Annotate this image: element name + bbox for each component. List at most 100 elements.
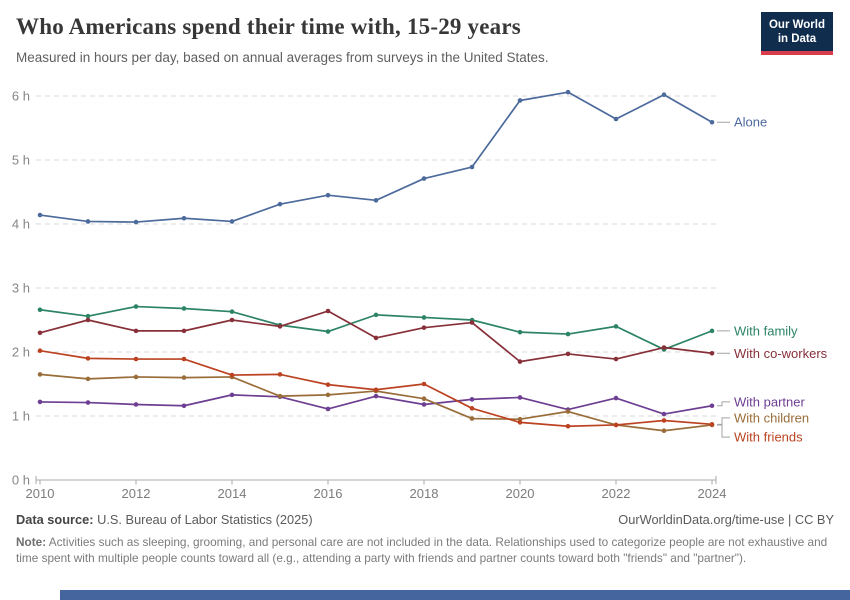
series-with-friends[interactable]: With friends — [37, 348, 803, 445]
data-point-alone-2018[interactable] — [421, 176, 427, 181]
data-point-with-children-2023[interactable] — [661, 428, 667, 434]
data-point-alone-2022[interactable] — [613, 116, 619, 122]
data-point-with-family-2013[interactable] — [181, 306, 187, 311]
data-point-with-co-workers-2015[interactable] — [277, 324, 283, 329]
data-point-alone-2011[interactable] — [85, 219, 91, 224]
data-point-with-partner-2019[interactable] — [469, 397, 475, 402]
data-point-with-friends-2021[interactable] — [565, 423, 571, 429]
data-point-alone-2023[interactable] — [661, 92, 667, 98]
data-point-with-partner-2016[interactable] — [325, 406, 331, 412]
data-point-with-partner-2017[interactable] — [373, 393, 379, 399]
label-connector-with-children — [717, 417, 730, 426]
data-point-with-partner-2010[interactable] — [37, 399, 43, 405]
data-point-alone-2012[interactable] — [133, 219, 139, 225]
data-point-with-children-2021[interactable] — [565, 409, 571, 414]
series-label-with-family[interactable]: With family — [734, 323, 798, 338]
data-point-with-co-workers-2023[interactable] — [661, 345, 667, 350]
data-point-with-friends-2010[interactable] — [37, 348, 43, 354]
data-point-with-family-2018[interactable] — [421, 315, 427, 320]
series-alone[interactable]: Alone — [37, 89, 768, 225]
data-point-with-co-workers-2017[interactable] — [373, 335, 379, 341]
data-point-with-partner-2012[interactable] — [133, 402, 139, 407]
series-label-with-partner[interactable]: With partner — [734, 394, 805, 409]
data-point-with-partner-2022[interactable] — [613, 395, 619, 401]
data-point-with-family-2014[interactable] — [229, 309, 235, 314]
series-with-co-workers[interactable]: With co-workers — [37, 308, 828, 364]
data-point-with-partner-2020[interactable] — [517, 395, 523, 400]
data-point-with-co-workers-2010[interactable] — [37, 330, 43, 336]
y-tick-label: 3 h — [12, 281, 30, 296]
series-label-alone[interactable]: Alone — [734, 115, 767, 130]
data-point-with-friends-2024[interactable] — [709, 422, 715, 427]
data-point-with-children-2010[interactable] — [37, 372, 43, 377]
data-point-with-friends-2019[interactable] — [469, 406, 475, 411]
data-point-with-family-2011[interactable] — [85, 313, 91, 319]
data-point-with-family-2017[interactable] — [373, 312, 379, 318]
series-label-with-co-workers[interactable]: With co-workers — [734, 346, 828, 361]
data-point-with-children-2018[interactable] — [421, 396, 427, 402]
data-point-with-children-2019[interactable] — [469, 416, 475, 421]
data-point-with-children-2016[interactable] — [325, 392, 331, 398]
series-with-partner[interactable]: With partner — [37, 392, 806, 417]
data-point-with-family-2020[interactable] — [517, 329, 523, 335]
data-point-with-children-2011[interactable] — [85, 376, 91, 382]
data-point-with-co-workers-2011[interactable] — [85, 317, 91, 323]
data-point-with-family-2012[interactable] — [133, 304, 139, 309]
data-point-alone-2014[interactable] — [229, 219, 235, 224]
data-point-with-family-2024[interactable] — [709, 328, 715, 334]
data-point-with-co-workers-2020[interactable] — [517, 359, 523, 364]
data-point-with-co-workers-2024[interactable] — [709, 350, 715, 356]
data-point-with-co-workers-2021[interactable] — [565, 351, 571, 357]
data-point-with-co-workers-2018[interactable] — [421, 325, 427, 330]
data-point-with-children-2013[interactable] — [181, 375, 187, 380]
data-point-with-friends-2022[interactable] — [613, 422, 619, 428]
owid-logo-line2: in Data — [777, 33, 817, 46]
data-point-with-friends-2014[interactable] — [229, 372, 235, 378]
data-point-with-children-2015[interactable] — [277, 393, 283, 399]
data-point-alone-2019[interactable] — [469, 164, 475, 170]
data-point-alone-2015[interactable] — [277, 201, 283, 207]
series-label-with-friends[interactable]: With friends — [734, 430, 803, 445]
data-point-with-children-2020[interactable] — [517, 416, 523, 422]
data-point-with-children-2012[interactable] — [133, 374, 139, 380]
data-point-alone-2020[interactable] — [517, 98, 523, 103]
data-point-with-co-workers-2013[interactable] — [181, 328, 187, 334]
data-point-with-friends-2011[interactable] — [85, 356, 91, 361]
y-tick-label: 1 h — [12, 409, 30, 424]
attribution-link[interactable]: OurWorldinData.org/time-use | CC BY — [618, 512, 834, 527]
series-line-with-children[interactable] — [39, 373, 713, 432]
data-point-alone-2017[interactable] — [373, 198, 379, 203]
data-point-with-partner-2024[interactable] — [709, 403, 715, 409]
bottom-blue-bar — [60, 590, 850, 600]
data-point-with-friends-2023[interactable] — [661, 418, 667, 423]
data-point-with-friends-2013[interactable] — [181, 356, 187, 362]
data-point-with-co-workers-2014[interactable] — [229, 317, 235, 323]
series-with-family[interactable]: With family — [37, 304, 798, 352]
data-point-with-partner-2013[interactable] — [181, 403, 187, 409]
data-point-with-family-2021[interactable] — [565, 331, 571, 337]
series-label-with-children[interactable]: With children — [734, 410, 809, 425]
data-point-alone-2021[interactable] — [565, 89, 571, 95]
data-point-with-friends-2017[interactable] — [373, 387, 379, 393]
data-point-with-partner-2023[interactable] — [661, 411, 667, 417]
data-point-with-friends-2015[interactable] — [277, 372, 283, 377]
data-point-with-partner-2018[interactable] — [421, 402, 427, 407]
data-point-alone-2010[interactable] — [37, 212, 43, 218]
data-point-with-friends-2016[interactable] — [325, 382, 331, 387]
data-point-with-family-2022[interactable] — [613, 324, 619, 329]
data-point-alone-2016[interactable] — [325, 192, 331, 198]
data-point-alone-2024[interactable] — [709, 119, 715, 125]
data-point-with-co-workers-2016[interactable] — [325, 308, 331, 314]
data-point-with-partner-2011[interactable] — [85, 400, 91, 405]
data-point-with-family-2016[interactable] — [325, 329, 331, 334]
data-point-with-co-workers-2019[interactable] — [469, 320, 475, 325]
data-point-with-co-workers-2012[interactable] — [133, 328, 139, 334]
data-point-with-co-workers-2022[interactable] — [613, 356, 619, 362]
data-point-with-friends-2012[interactable] — [133, 356, 139, 362]
data-point-with-partner-2014[interactable] — [229, 392, 235, 398]
data-point-with-family-2010[interactable] — [37, 307, 43, 313]
data-point-with-friends-2018[interactable] — [421, 381, 427, 387]
data-point-with-friends-2020[interactable] — [517, 420, 523, 425]
data-point-alone-2013[interactable] — [181, 215, 187, 221]
